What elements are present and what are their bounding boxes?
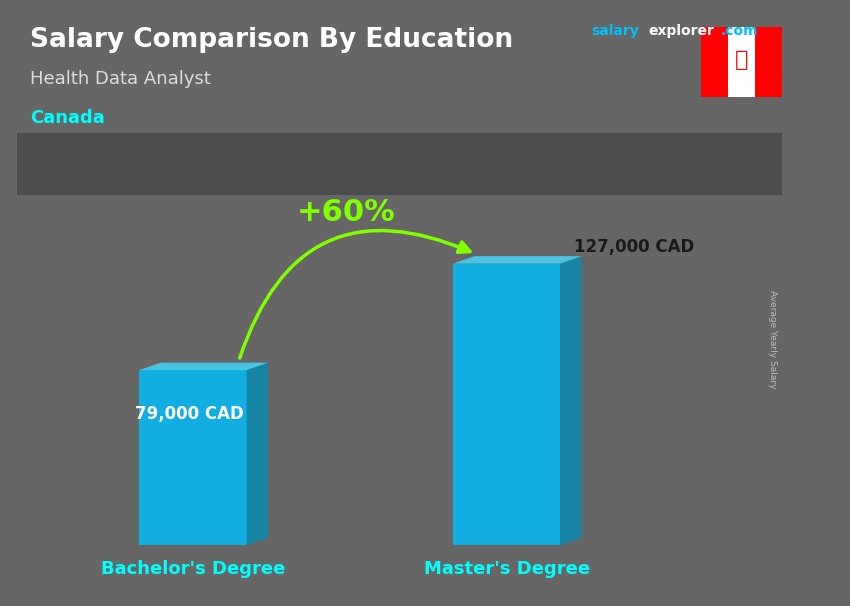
- Polygon shape: [560, 256, 581, 545]
- Text: salary: salary: [591, 24, 638, 38]
- Text: +60%: +60%: [297, 198, 395, 227]
- Polygon shape: [17, 113, 782, 195]
- Polygon shape: [453, 256, 581, 264]
- Polygon shape: [755, 27, 782, 97]
- Polygon shape: [246, 362, 268, 545]
- Polygon shape: [701, 27, 728, 97]
- Text: 79,000 CAD: 79,000 CAD: [135, 405, 243, 423]
- Polygon shape: [139, 370, 246, 545]
- Text: Average Yearly Salary: Average Yearly Salary: [768, 290, 777, 388]
- Text: Master's Degree: Master's Degree: [423, 560, 590, 578]
- Text: 🍁: 🍁: [735, 50, 748, 70]
- Text: Salary Comparison By Education: Salary Comparison By Education: [30, 27, 513, 53]
- Text: .com: .com: [721, 24, 758, 38]
- Text: explorer: explorer: [649, 24, 714, 38]
- Polygon shape: [453, 264, 560, 545]
- Text: Health Data Analyst: Health Data Analyst: [30, 70, 211, 88]
- Polygon shape: [139, 362, 268, 370]
- Text: Canada: Canada: [30, 109, 105, 127]
- Text: Bachelor's Degree: Bachelor's Degree: [101, 560, 285, 578]
- Text: 127,000 CAD: 127,000 CAD: [574, 238, 694, 256]
